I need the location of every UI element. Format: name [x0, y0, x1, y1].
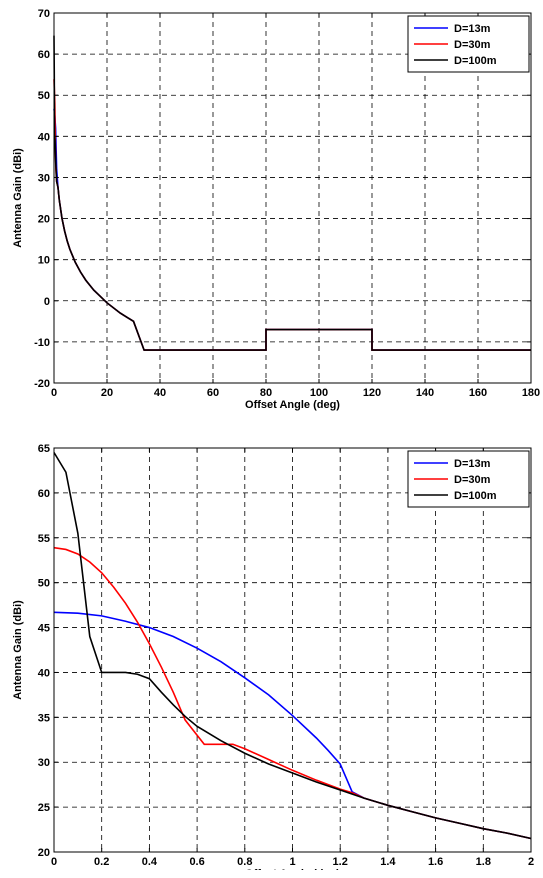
y-tick-label: 20 — [38, 214, 50, 226]
y-tick-label: 65 — [38, 443, 50, 455]
y-tick-label: 30 — [38, 757, 50, 769]
x-tick-label: 160 — [469, 387, 487, 399]
x-tick-label: 0 — [51, 387, 57, 399]
x-tick-label: 40 — [154, 387, 166, 399]
x-tick-label: 1.6 — [428, 856, 443, 868]
x-axis-label: Offset Angle (deg) — [245, 399, 340, 411]
x-tick-label: 2 — [528, 856, 534, 868]
x-tick-label: 0.6 — [189, 856, 204, 868]
y-axis-label: Antenna Gain (dBi) — [12, 148, 24, 248]
y-tick-label: 25 — [38, 802, 50, 814]
legend-label: D=100m — [454, 55, 497, 67]
x-tick-label: 0.8 — [237, 856, 252, 868]
y-tick-label: -10 — [34, 337, 50, 349]
legend: D=13m D=30m D=100m — [407, 450, 530, 508]
x-tick-label: 120 — [363, 387, 381, 399]
y-tick-label: 30 — [38, 172, 50, 184]
y-tick-label: 35 — [38, 712, 50, 724]
x-tick-label: 180 — [522, 387, 540, 399]
y-tick-label: 60 — [38, 49, 50, 61]
x-tick-label: 1.4 — [380, 856, 396, 868]
chart-offset-angle-0-180: 0 20 40 60 80 100 120 140 160 180 -20 -10 0 10 20 30 40 5… — [0, 0, 543, 420]
x-tick-label: 1.8 — [476, 856, 491, 868]
x-tick-label: 0 — [51, 856, 57, 868]
y-tick-label: 50 — [38, 90, 50, 102]
legend-label: D=13m — [454, 23, 491, 35]
legend-label: D=30m — [454, 39, 491, 51]
legend-label: D=100m — [454, 490, 497, 502]
y-tick-label: 45 — [38, 623, 50, 635]
series-line-d100m — [53, 35, 531, 351]
x-tick-label: 140 — [416, 387, 434, 399]
x-tick-label: 60 — [207, 387, 219, 399]
y-tick-label: 20 — [38, 847, 50, 859]
x-tick-label: 1.2 — [333, 856, 348, 868]
y-axis-label: Antenna Gain (dBi) — [12, 600, 24, 700]
y-tick-label: 70 — [38, 8, 50, 20]
legend: D=13m D=30m D=100m — [407, 15, 530, 73]
y-tick-label: 60 — [38, 488, 50, 500]
legend-label: D=13m — [454, 458, 491, 470]
chart-bottom-svg: 0 0.2 0.4 0.6 0.8 1 1.2 1.4 1.6 1.8 2 20 25 30 35 40 45 5… — [12, 443, 534, 878]
plot-frame — [53, 12, 532, 384]
x-tick-label: 80 — [260, 387, 272, 399]
x-tick-label: 0.4 — [142, 856, 158, 868]
y-tick-label: -20 — [34, 378, 50, 390]
x-axis-label: Offset Angle (deg) — [245, 868, 340, 870]
y-tick-label: 40 — [38, 131, 50, 143]
chart-offset-angle-0-2: 0 0.2 0.4 0.6 0.8 1 1.2 1.4 1.6 1.8 2 20 25 30 35 40 45 5… — [0, 435, 543, 878]
y-tick-label: 40 — [38, 667, 50, 679]
x-tick-label: 20 — [101, 387, 113, 399]
y-tick-label: 55 — [38, 533, 50, 545]
x-tick-label: 1 — [289, 856, 295, 868]
y-tick-label: 10 — [38, 255, 50, 267]
series-line-d13m — [53, 108, 531, 351]
x-tick-label: 0.2 — [94, 856, 109, 868]
chart-top-svg: 0 20 40 60 80 100 120 140 160 180 -20 -10 0 10 20 30 40 5… — [12, 8, 540, 411]
y-tick-label: 50 — [38, 578, 50, 590]
legend-label: D=30m — [454, 474, 491, 486]
series-line-d30m — [53, 79, 531, 351]
series-line-d100m — [53, 452, 532, 840]
x-tick-label: 100 — [310, 387, 328, 399]
y-tick-label: 0 — [44, 296, 50, 308]
